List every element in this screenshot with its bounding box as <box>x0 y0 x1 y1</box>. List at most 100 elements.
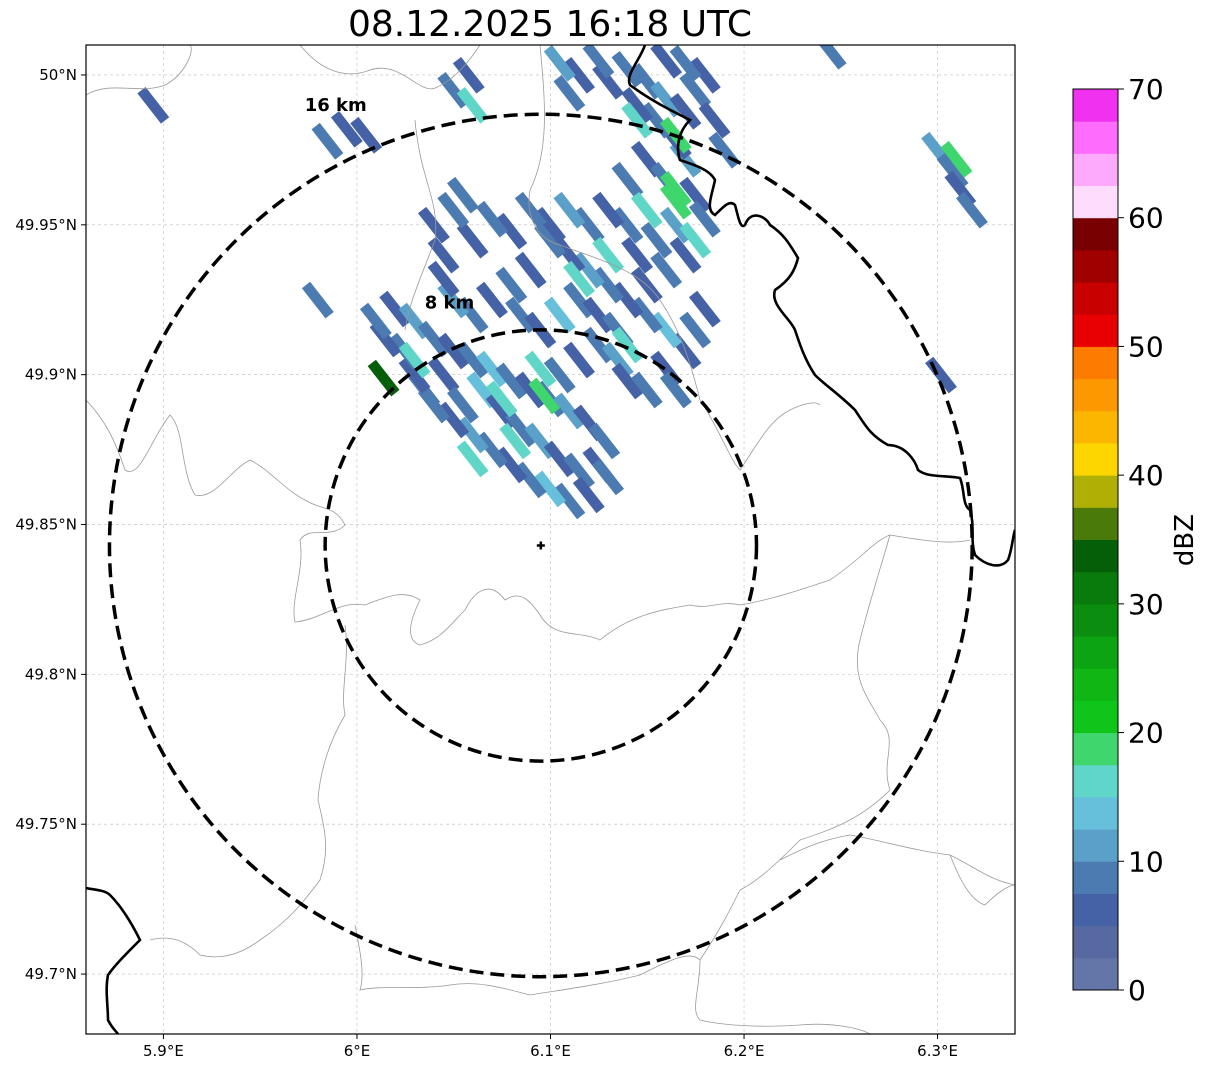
reflectivity-cell <box>417 206 450 244</box>
y-tick-label: 49.7°N <box>25 965 77 983</box>
x-tick-label: 5.9°E <box>143 1042 184 1060</box>
reflectivity-cell <box>456 341 489 379</box>
reflectivity-cell <box>301 281 334 319</box>
reflectivity-cell <box>543 440 576 478</box>
reflectivity-cell <box>679 221 712 259</box>
colorbar-swatch <box>1073 410 1118 444</box>
reflectivity-cell <box>592 458 625 496</box>
reflectivity-cell <box>611 281 644 319</box>
reflectivity-cell <box>621 101 654 139</box>
reflectivity-cell <box>447 386 479 424</box>
colorbar-swatch <box>1073 507 1118 540</box>
reflectivity-cell <box>476 350 508 388</box>
reflectivity-cell <box>311 122 344 160</box>
reflectivity-cell <box>427 260 460 298</box>
range-ring-label: 16 km <box>305 95 367 116</box>
colorbar-swatch <box>1073 861 1118 894</box>
reflectivity-cell <box>592 236 625 274</box>
colorbar-swatch <box>1073 732 1118 766</box>
reflectivity-cell <box>514 191 547 229</box>
reflectivity-cell <box>630 191 663 229</box>
colorbar-swatch <box>1073 442 1118 476</box>
reflectivity-cell <box>563 56 596 94</box>
colorbar-label: dBZ <box>1170 514 1200 566</box>
reflectivity-cell <box>572 206 605 244</box>
reflectivity-cell <box>659 182 692 220</box>
reflectivity-cell <box>485 380 518 418</box>
national-border-southwest <box>86 886 142 1034</box>
reflectivity-cell <box>495 446 528 484</box>
x-tick-label: 6°E <box>344 1042 371 1060</box>
reflectivity-cell <box>330 110 363 148</box>
reflectivity-cell <box>456 416 489 454</box>
reflectivity-cell <box>650 45 683 79</box>
reflectivity-cell <box>956 191 988 229</box>
y-tick-label: 49.95°N <box>15 216 77 234</box>
reflectivity-cell <box>611 161 644 199</box>
reflectivity-cell <box>456 221 489 259</box>
reflectivity-cell <box>505 296 537 334</box>
x-tick-label: 6.3°E <box>917 1042 958 1060</box>
y-tick-label: 50°N <box>39 66 77 84</box>
reflectivity-cell <box>514 461 547 499</box>
reflectivity-cell <box>659 371 692 409</box>
commune-boundary <box>86 45 1015 1034</box>
reflectivity-cell <box>495 212 528 250</box>
reflectivity-cell <box>582 296 615 334</box>
colorbar-tick-label: 50 <box>1128 330 1164 363</box>
y-tick-label: 49.9°N <box>25 366 77 384</box>
reflectivity-cell <box>437 281 470 319</box>
reflectivity-cell <box>650 251 683 289</box>
colorbar-swatch <box>1073 121 1118 154</box>
colorbar-swatch <box>1073 217 1118 251</box>
map-title: 08.12.2025 16:18 UTC <box>347 4 753 45</box>
colorbar-tick-label: 10 <box>1128 845 1164 878</box>
colorbar-swatch <box>1073 796 1118 830</box>
reflectivity-cell <box>940 140 973 178</box>
x-tick-label: 6.2°E <box>724 1042 765 1060</box>
colorbar-swatch <box>1073 282 1118 315</box>
colorbar-swatch <box>1073 346 1118 380</box>
colorbar-swatch <box>1073 668 1118 701</box>
reflectivity-cell <box>398 356 431 394</box>
colorbar-tick-label: 60 <box>1128 202 1164 235</box>
reflectivity-cell <box>437 401 470 439</box>
reflectivity-cell <box>563 260 596 298</box>
colorbar-tick-label: 20 <box>1128 717 1164 750</box>
reflectivity-cell <box>592 62 625 100</box>
reflectivity-cell <box>611 51 644 88</box>
reflectivity-cell <box>688 200 721 238</box>
reflectivity-cell <box>563 341 596 379</box>
colorbar-swatch <box>1073 957 1118 991</box>
colorbar-swatch <box>1073 185 1118 219</box>
reflectivity-cell <box>534 470 566 508</box>
reflectivity-cell <box>456 86 489 124</box>
reflectivity-cell <box>630 296 663 334</box>
reflectivity-cell <box>621 236 654 274</box>
reflectivity-cell <box>553 191 586 229</box>
reflectivity-cell <box>495 362 528 400</box>
reflectivity-cell <box>476 431 508 469</box>
reflectivity-cell <box>452 56 485 94</box>
radar-site-marker <box>536 541 545 550</box>
colorbar-swatch <box>1073 925 1118 959</box>
reflectivity-cell <box>659 170 692 208</box>
reflectivity-cell <box>563 452 596 490</box>
radar-echoes <box>137 45 988 520</box>
colorbar-swatch <box>1073 893 1118 927</box>
reflectivity-cell <box>543 356 576 394</box>
colorbar-swatch <box>1073 700 1118 734</box>
reflectivity-cell <box>499 422 532 460</box>
colorbar-swatch <box>1073 539 1118 573</box>
reflectivity-cell <box>528 377 561 415</box>
colorbar-frame <box>1072 88 1119 991</box>
reflectivity-cell <box>427 356 460 394</box>
reflectivity-cell <box>514 371 547 409</box>
reflectivity-cell <box>669 236 702 274</box>
reflectivity-cell <box>592 191 625 229</box>
reflectivity-cell <box>437 332 470 370</box>
range-ring-8km <box>323 328 759 763</box>
reflectivity-cell <box>359 302 392 340</box>
reflectivity-cell <box>814 45 847 70</box>
reflectivity-cell <box>688 290 721 328</box>
